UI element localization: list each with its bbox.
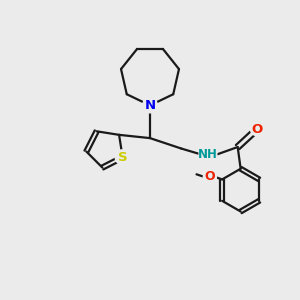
Circle shape [115,150,130,165]
Circle shape [203,170,216,184]
Text: N: N [144,99,156,112]
Text: O: O [251,123,262,136]
Circle shape [250,123,263,136]
Text: NH: NH [198,148,218,161]
Text: O: O [205,170,215,184]
Circle shape [199,146,217,164]
Text: S: S [118,151,128,164]
Circle shape [142,98,158,113]
